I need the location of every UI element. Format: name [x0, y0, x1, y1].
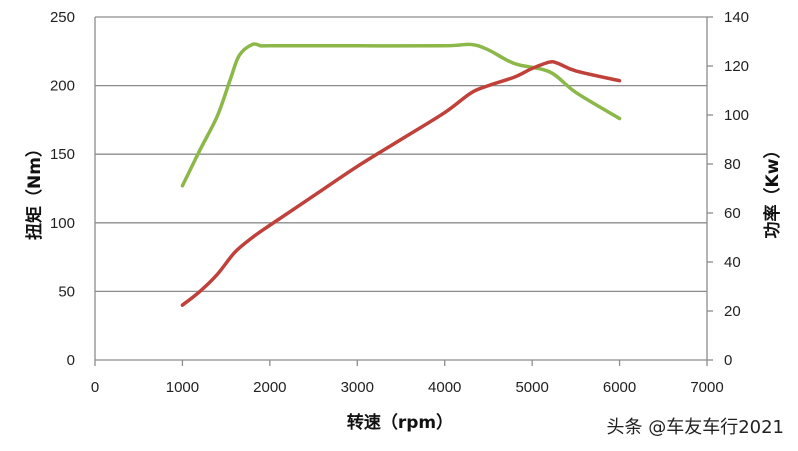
gridlines: [95, 16, 707, 361]
y2-tick-label: 40: [724, 254, 741, 271]
y-tick-label: 100: [50, 215, 75, 232]
y-axis-label: 扭矩（Nm）: [24, 140, 45, 240]
watermark: 头条 @车友车行2021: [606, 417, 784, 438]
x-tick-label: 0: [91, 379, 99, 396]
y2-tick-label: 140: [724, 9, 749, 26]
x-tick-label: 6000: [603, 379, 636, 396]
y-tick-label: 50: [58, 283, 75, 300]
y2-tick-label: 120: [724, 58, 749, 75]
x-tick-label: 2000: [253, 379, 286, 396]
y-tick-label: 200: [50, 78, 75, 95]
y-tick-label: 250: [50, 9, 75, 26]
y2-tick-label: 100: [724, 107, 749, 124]
series-line-torque: [180, 42, 622, 188]
axes: 0 50 100 150 200 250 0 20 40 60 80 100 120 140 0 1000 20…: [50, 9, 749, 396]
x-tick-label: 4000: [428, 379, 461, 396]
y-tick-label: 0: [67, 352, 75, 369]
series-line-power: [180, 60, 622, 307]
x-tick-label: 5000: [515, 379, 548, 396]
y2-tick-label: 0: [724, 352, 732, 369]
y2-tick-label: 60: [724, 205, 741, 222]
y2-axis-label: 功率（Kw）: [762, 142, 783, 239]
x-tick-label: 3000: [341, 379, 374, 396]
y-tick-label: 150: [50, 146, 75, 163]
y2-tick-label: 80: [724, 156, 741, 173]
x-axis-label: 转速（rpm）: [347, 412, 453, 433]
data-series: [180, 42, 622, 307]
y2-tick-label: 20: [724, 303, 741, 320]
x-tick-label: 7000: [690, 379, 723, 396]
x-tick-label: 1000: [166, 379, 199, 396]
